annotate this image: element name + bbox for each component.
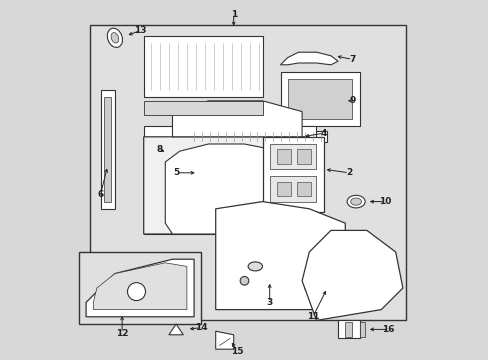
Text: 13: 13: [134, 26, 146, 35]
Polygon shape: [101, 90, 115, 209]
Polygon shape: [79, 252, 201, 324]
Polygon shape: [215, 331, 233, 349]
Circle shape: [305, 284, 313, 292]
Circle shape: [127, 283, 145, 301]
Text: 2: 2: [345, 168, 351, 177]
Text: 3: 3: [266, 298, 272, 307]
Ellipse shape: [247, 262, 262, 271]
Polygon shape: [93, 263, 186, 310]
Polygon shape: [302, 230, 402, 320]
Bar: [276, 182, 291, 196]
Text: 10: 10: [378, 197, 390, 206]
Polygon shape: [89, 25, 406, 320]
Polygon shape: [165, 144, 179, 158]
Text: 1: 1: [230, 10, 236, 19]
Polygon shape: [143, 137, 309, 234]
Text: 16: 16: [382, 325, 394, 334]
Bar: [345, 322, 352, 337]
Text: 9: 9: [348, 96, 355, 105]
Polygon shape: [215, 202, 345, 310]
Polygon shape: [280, 52, 337, 65]
Ellipse shape: [111, 32, 119, 43]
Bar: [296, 182, 310, 196]
Polygon shape: [104, 97, 111, 202]
Ellipse shape: [350, 198, 361, 205]
Text: 4: 4: [320, 129, 326, 138]
Polygon shape: [172, 101, 302, 137]
Polygon shape: [262, 137, 323, 212]
Text: 8: 8: [157, 145, 163, 154]
Text: 5: 5: [173, 168, 179, 177]
Bar: [296, 149, 310, 164]
Polygon shape: [280, 72, 359, 126]
Text: 12: 12: [116, 328, 128, 338]
Text: 11: 11: [306, 312, 319, 321]
Polygon shape: [190, 131, 326, 142]
Bar: [269, 144, 316, 169]
Polygon shape: [168, 324, 183, 335]
Polygon shape: [86, 259, 194, 317]
Polygon shape: [143, 101, 262, 115]
Polygon shape: [165, 144, 298, 234]
Polygon shape: [143, 36, 262, 97]
Bar: [337, 320, 359, 338]
Text: 6: 6: [97, 190, 103, 199]
Circle shape: [240, 276, 248, 285]
Polygon shape: [287, 79, 352, 119]
Text: 7: 7: [348, 55, 355, 64]
Polygon shape: [143, 126, 316, 234]
Text: 14: 14: [195, 323, 207, 332]
Bar: [276, 149, 291, 164]
Bar: [359, 322, 365, 337]
Bar: [269, 176, 316, 202]
Ellipse shape: [107, 28, 122, 48]
Text: 15: 15: [230, 346, 243, 356]
Ellipse shape: [346, 195, 365, 208]
